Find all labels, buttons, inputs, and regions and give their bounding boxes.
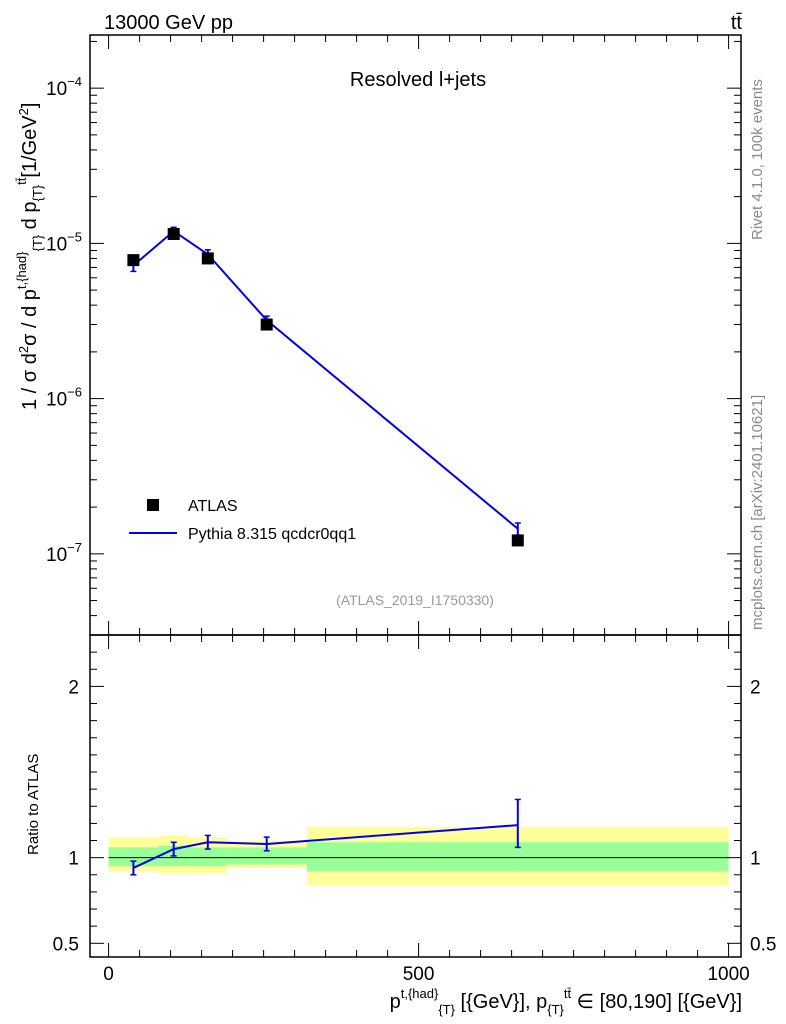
legend-pythia-label: Pythia 8.315 qcdcr0qq1: [188, 526, 356, 543]
ratio-y-tick-label: 1: [68, 849, 79, 870]
x-tick-label: 0: [103, 964, 114, 985]
stat-uncertainty-band: [189, 847, 227, 867]
legend: ATLAS Pythia 8.315 qcdcr0qq1: [129, 498, 356, 543]
atlas-data-point: [167, 227, 180, 240]
ratio-panel-frame: [89, 634, 742, 958]
main-y-tick-label: 10−5: [46, 229, 82, 255]
atlas-data-point: [260, 318, 273, 331]
ratio-y-tick-label-right: 2: [750, 677, 761, 698]
stat-uncertainty-band: [226, 847, 307, 865]
main-y-axis-label: 1 / σ d2σ / d pt,{had}{T} d p{T}tt̄[1/Ge…: [14, 103, 45, 410]
ratio-axis-ticks: [90, 635, 741, 957]
main-y-tick-label: 10−4: [46, 74, 82, 100]
collision-energy-label: 13000 GeV pp: [104, 12, 233, 34]
main-panel-frame: [89, 34, 742, 636]
main-y-tick-labels: 10−7 10−6 10−5 10−4: [46, 74, 82, 566]
x-tick-label: 500: [403, 964, 435, 985]
atlas-data-point: [511, 534, 524, 547]
main-axis-ticks: [90, 35, 741, 636]
ratio-tick-labels: 0.5 0.5 1 1 2 2 0 500 1000: [53, 677, 777, 985]
atlas-data-point: [127, 254, 140, 267]
ratio-uncertainty-bands: [108, 826, 729, 886]
ratio-y-tick-label-right: 0.5: [750, 934, 776, 955]
main-data-layer: [127, 226, 524, 547]
legend-atlas-label: ATLAS: [188, 498, 238, 515]
mc-prediction-line: [132, 229, 519, 530]
x-axis-label: pt,{had}{T} [{GeV}], p{T}tt̄ ∈ [80,190] …: [390, 986, 742, 1017]
ratio-y-tick-label-right: 1: [750, 849, 761, 870]
chart-title: Resolved l+jets: [350, 69, 486, 91]
x-tick-label: 1000: [707, 964, 749, 985]
rivet-version-label: Rivet 4.1.0, 100k events: [749, 79, 766, 240]
ratio-data-layer: [130, 798, 521, 876]
main-y-tick-label: 10−7: [46, 540, 82, 566]
ratio-y-tick-label: 2: [68, 677, 79, 698]
mcplots-label: mcplots.cern.ch [arXiv:2401.10621]: [749, 395, 766, 630]
ratio-y-axis-label: Ratio to ATLAS: [25, 754, 42, 855]
legend-atlas-marker: [147, 499, 159, 511]
ratio-y-tick-label: 0.5: [53, 934, 79, 955]
atlas-data-point: [201, 252, 214, 265]
analysis-label: (ATLAS_2019_I1750330): [336, 592, 494, 608]
main-y-tick-label: 10−6: [46, 385, 82, 411]
process-label: tt̄: [731, 12, 743, 34]
